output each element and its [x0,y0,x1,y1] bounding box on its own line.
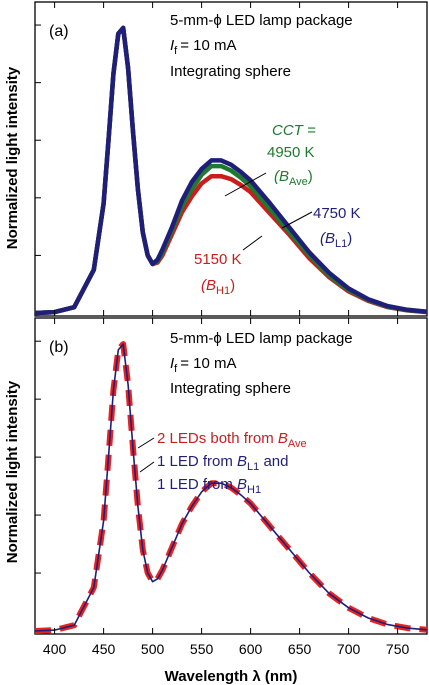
label-4950k: CCT = 4950 K (BAve) [224,122,316,197]
legend-2-leds-ave: 2 LEDs both from BAve [137,430,307,450]
panel-a-annotation-line3: Integrating sphere [170,63,291,80]
label-4750k-bin: (BL1) [320,230,352,250]
xtick-label-550: 550 [190,641,214,657]
xtick-label-650: 650 [288,641,312,657]
panel-a: (a) 5-mm-ϕ LED lamp package If = 10 mA In… [34,1,428,317]
label-5150k-leader [242,235,263,251]
label-4950k-temp: 4950 K [267,144,315,161]
label-4750k: 4750 K (BL1) [281,205,361,250]
panel-b-label: (b) [49,339,69,356]
panel-b-ylabel: Normalized light intensity [4,380,21,563]
legend-1-led-each-leader [139,461,155,473]
xtick-label-450: 450 [92,641,116,657]
label-5150k: 5150 K (BH1) [194,235,263,297]
panel-a-label: (a) [49,23,69,40]
label-4950k-bin: (BAve) [274,168,313,188]
label-5150k-bin: (BH1) [201,277,235,297]
xtick-label-500: 500 [141,641,165,657]
xtick-label-600: 600 [239,641,263,657]
panel-a-annotation-line2: If = 10 mA [170,37,237,57]
panel-b-frame [34,317,428,635]
legend-1-led-each: 1 LED from BL1 and 1 LED from BH1 [139,453,289,496]
label-4750k-leader [281,211,313,229]
label-5150k-temp: 5150 K [194,251,242,268]
panel-b-series-1-line [34,343,428,632]
panel-a-series-1-line [34,25,428,316]
legend-1-led-h1-text: 1 LED from BH1 [157,476,261,496]
label-4950k-leader [224,172,267,197]
panel-b-annotation-line3: Integrating sphere [170,380,291,397]
xtick-label-750: 750 [386,641,410,657]
xtick-label-700: 700 [337,641,361,657]
panel-a-ylabel: Normalized light intensity [4,66,21,249]
label-4750k-temp: 4750 K [313,205,361,222]
panel-a-ticks [35,2,399,316]
panel-b-annotation-line2: If = 10 mA [170,355,237,375]
legend-2-leds-ave-leader [137,437,155,449]
label-4950k-cct: CCT = [272,122,316,139]
panel-b-ticks: 400 450 500 550 600 650 700 750 [35,318,409,657]
panel-b-annotation-line1: 5-mm-ϕ LED lamp package [170,330,353,347]
x-axis-label: Wavelength λ (nm) [165,668,298,685]
panel-a-annotation-line1: 5-mm-ϕ LED lamp package [170,12,353,29]
xtick-label-400: 400 [43,641,67,657]
legend-2-leds-ave-text: 2 LEDs both from BAve [157,430,307,450]
panel-a-frame [34,1,428,317]
panel-b: (b) 5-mm-ϕ LED lamp package If = 10 mA In… [34,317,428,657]
legend-1-led-l1-text: 1 LED from BL1 and [157,453,289,473]
